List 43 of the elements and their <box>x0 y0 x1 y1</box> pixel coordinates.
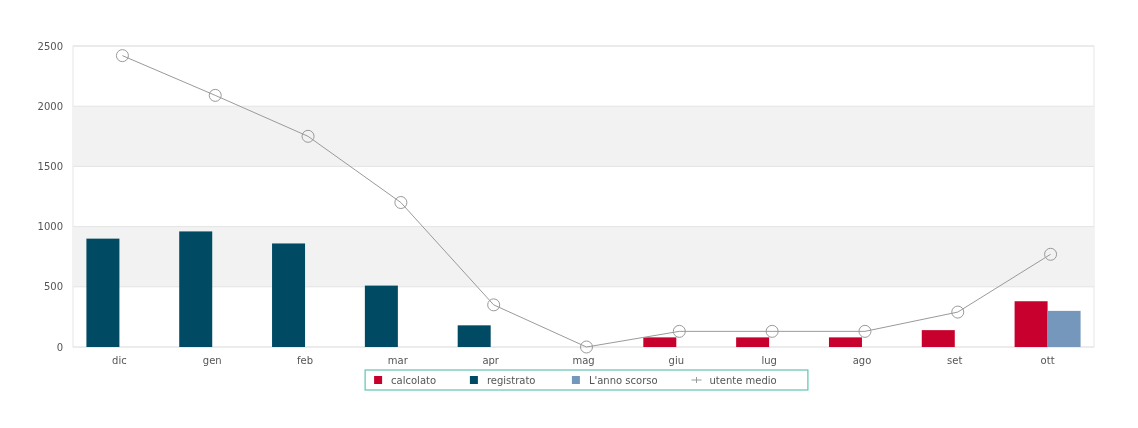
x-tick-label: ago <box>852 355 872 366</box>
y-tick-label: 2000 <box>37 100 63 112</box>
x-tick-label: gen <box>202 355 222 366</box>
x-tick-label: dic <box>112 355 127 366</box>
bar <box>457 325 491 347</box>
point <box>580 340 593 354</box>
x-tick-label: feb <box>297 355 314 366</box>
point <box>672 324 686 338</box>
x-tick-label: lug <box>761 355 777 366</box>
point <box>301 129 315 143</box>
y-tick-label: 500 <box>43 281 63 293</box>
x-tick-label: giu <box>668 355 685 366</box>
bar <box>828 337 862 347</box>
bar <box>921 330 955 347</box>
point <box>765 324 779 338</box>
legend-label: registrato <box>486 374 536 386</box>
x-tick-label: mar <box>387 355 409 366</box>
y-tick-label: 0 <box>56 341 63 353</box>
point <box>394 196 408 210</box>
bar <box>643 337 677 347</box>
x-tick-label: ott <box>1040 355 1055 366</box>
bar <box>1047 310 1081 347</box>
bar <box>179 231 213 347</box>
x-tick-label: mag <box>572 355 595 366</box>
legend-label: utente medio <box>709 374 777 386</box>
point <box>208 88 222 102</box>
point <box>487 298 501 312</box>
bar <box>272 243 306 347</box>
y-tick-label: 1500 <box>37 160 63 172</box>
bar <box>736 337 770 347</box>
y-tick-label: 1000 <box>37 221 63 233</box>
x-tick-label: apr <box>482 355 500 366</box>
y-tick-label: 2500 <box>37 40 63 52</box>
point <box>951 305 965 319</box>
point <box>1044 247 1058 261</box>
point <box>858 324 872 338</box>
bar <box>1014 301 1048 347</box>
legend-label: L'anno scorso <box>588 374 658 386</box>
point <box>115 49 129 63</box>
x-tick-label: set <box>947 355 963 366</box>
bar <box>364 285 398 347</box>
bar <box>86 238 120 347</box>
legend-label: calcolato <box>391 374 437 386</box>
